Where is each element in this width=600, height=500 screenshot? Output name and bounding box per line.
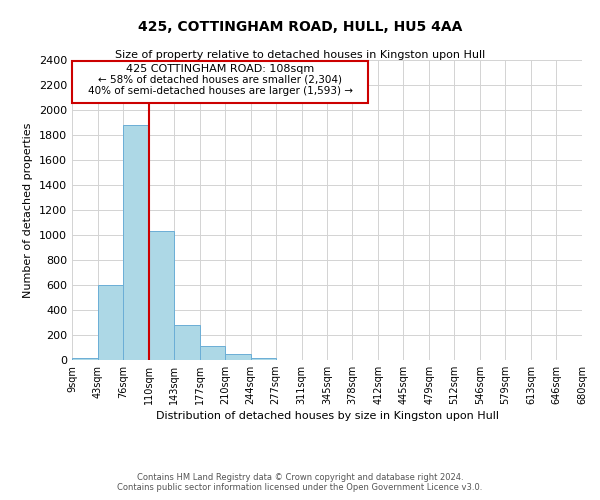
Bar [225,354,251,360]
Bar [123,125,149,360]
Bar [200,346,225,360]
Bar [251,358,275,360]
Bar [174,325,200,360]
Text: ← 58% of detached houses are smaller (2,304): ← 58% of detached houses are smaller (2,… [98,75,342,85]
X-axis label: Distribution of detached houses by size in Kingston upon Hull: Distribution of detached houses by size … [155,412,499,422]
Text: 425 COTTINGHAM ROAD: 108sqm: 425 COTTINGHAM ROAD: 108sqm [126,64,314,74]
Bar [149,231,174,360]
Bar [98,285,123,360]
Bar [72,358,98,360]
Text: 40% of semi-detached houses are larger (1,593) →: 40% of semi-detached houses are larger (… [88,86,353,96]
Text: Contains HM Land Registry data © Crown copyright and database right 2024.
Contai: Contains HM Land Registry data © Crown c… [118,473,482,492]
FancyBboxPatch shape [72,61,368,102]
Text: Size of property relative to detached houses in Kingston upon Hull: Size of property relative to detached ho… [115,50,485,60]
Y-axis label: Number of detached properties: Number of detached properties [23,122,34,298]
Text: 425, COTTINGHAM ROAD, HULL, HU5 4AA: 425, COTTINGHAM ROAD, HULL, HU5 4AA [138,20,462,34]
